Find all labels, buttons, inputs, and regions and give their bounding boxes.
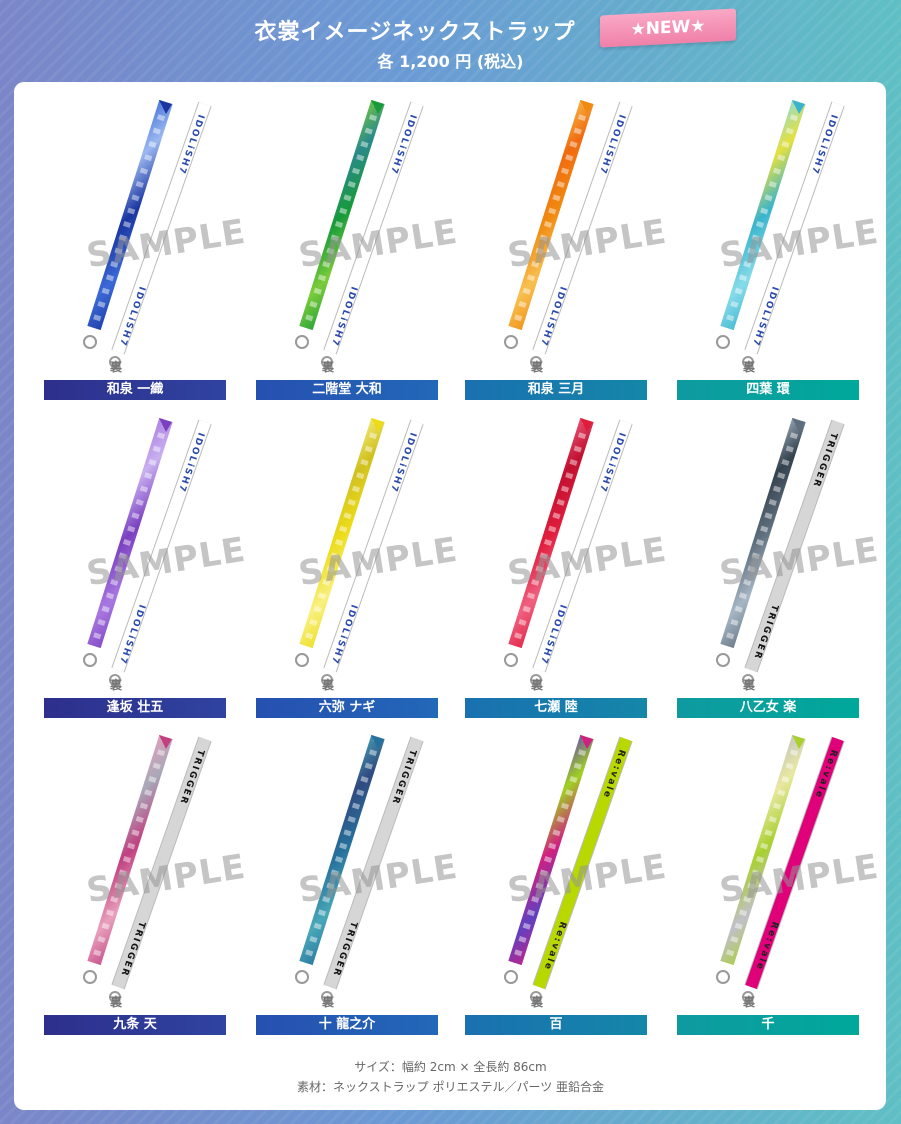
lanyard-image: TRIGGER TRIGGER xyxy=(716,418,845,686)
lanyard-image: TRIGGER TRIGGER xyxy=(295,735,424,1003)
back-side-label: 裏 xyxy=(322,995,335,1009)
lanyard-item: IDOLiSH7 IDOLiSH7 SAMPLE 裏 xyxy=(256,418,461,718)
front-strap xyxy=(87,735,173,966)
clip-hook-icon xyxy=(321,674,333,686)
back-strap-logo-upper: IDOLiSH7 xyxy=(808,113,838,176)
clip-hook-icon xyxy=(83,653,97,667)
back-side-label: 裏 xyxy=(531,995,544,1009)
clip-hook-icon xyxy=(716,970,730,984)
front-strap xyxy=(720,100,806,331)
back-side-label: 裏 xyxy=(531,360,544,374)
back-strap-logo-upper: IDOLiSH7 xyxy=(387,431,417,494)
clip-hook-icon xyxy=(295,653,309,667)
lanyard-image: IDOLiSH7 IDOLiSH7 xyxy=(504,418,633,686)
back-strap-logo-upper: IDOLiSH7 xyxy=(387,113,417,176)
clip-hook-icon xyxy=(109,356,121,368)
back-side-label: 裏 xyxy=(322,360,335,374)
character-name-label: 九条 天 xyxy=(44,1015,226,1035)
lanyard-item: IDOLiSH7 IDOLiSH7 SAMPLE 裏 xyxy=(465,418,670,718)
character-name-label: 四葉 環 xyxy=(677,380,859,400)
back-side-label: 裏 xyxy=(322,678,335,692)
lanyard-image: IDOLiSH7 IDOLiSH7 xyxy=(716,100,845,368)
lanyard-image: IDOLiSH7 IDOLiSH7 xyxy=(83,418,212,686)
front-strap xyxy=(720,418,806,649)
lanyard-item: TRIGGER TRIGGER SAMPLE 裏 xyxy=(44,735,249,1035)
lanyard-item: IDOLiSH7 IDOLiSH7 SAMPLE 裏 xyxy=(44,418,249,718)
lanyard-item: Re:vale Re:vale SAMPLE 裏 xyxy=(677,735,882,1035)
back-strap-logo-upper: IDOLiSH7 xyxy=(175,431,205,494)
front-strap xyxy=(508,735,594,966)
lanyard-image: Re:vale Re:vale xyxy=(716,735,845,1003)
back-strap-logo-upper: IDOLiSH7 xyxy=(175,113,205,176)
clip-hook-icon xyxy=(742,674,754,686)
price-text: 各 1,200 円 (税込) xyxy=(377,52,524,71)
front-strap xyxy=(87,418,173,649)
character-name-label: 百 xyxy=(465,1015,647,1035)
back-side-label: 裏 xyxy=(743,678,756,692)
size-info: サイズ：幅約 2cm × 全長約 86cm xyxy=(354,1060,547,1074)
clip-hook-icon xyxy=(716,335,730,349)
back-side-label: 裏 xyxy=(110,678,123,692)
clip-hook-icon xyxy=(109,674,121,686)
clip-hook-icon xyxy=(321,991,333,1003)
clip-hook-icon xyxy=(83,335,97,349)
material-info: 素材：ネックストラップ ポリエステル／パーツ 亜鉛合金 xyxy=(296,1080,605,1094)
clip-hook-icon xyxy=(530,991,542,1003)
lanyard-item: IDOLiSH7 IDOLiSH7 SAMPLE 裏 xyxy=(465,100,670,400)
character-name-label: 六弥 ナギ xyxy=(256,698,438,718)
front-strap xyxy=(299,100,385,331)
character-name-label: 七瀬 陸 xyxy=(465,698,647,718)
clip-hook-icon xyxy=(530,674,542,686)
back-strap-logo-upper: IDOLiSH7 xyxy=(596,113,626,176)
clip-hook-icon xyxy=(321,356,333,368)
front-strap xyxy=(508,418,594,649)
clip-hook-icon xyxy=(716,653,730,667)
clip-hook-icon xyxy=(742,356,754,368)
clip-hook-icon xyxy=(742,991,754,1003)
front-strap xyxy=(299,418,385,649)
character-name-label: 逢坂 壮五 xyxy=(44,698,226,718)
front-strap xyxy=(299,735,385,966)
back-strap-logo-upper: IDOLiSH7 xyxy=(596,431,626,494)
lanyard-image: IDOLiSH7 IDOLiSH7 xyxy=(295,418,424,686)
lanyard-item: TRIGGER TRIGGER SAMPLE 裏 xyxy=(256,735,461,1035)
character-name-label: 二階堂 大和 xyxy=(256,380,438,400)
lanyard-item: IDOLiSH7 IDOLiSH7 SAMPLE 裏 xyxy=(677,100,882,400)
front-strap xyxy=(508,100,594,331)
clip-hook-icon xyxy=(83,970,97,984)
back-side-label: 裏 xyxy=(743,360,756,374)
back-side-label: 裏 xyxy=(743,995,756,1009)
clip-hook-icon xyxy=(530,356,542,368)
character-name-label: 十 龍之介 xyxy=(256,1015,438,1035)
front-strap xyxy=(87,100,173,331)
clip-hook-icon xyxy=(109,991,121,1003)
character-name-label: 千 xyxy=(677,1015,859,1035)
lanyard-item: IDOLiSH7 IDOLiSH7 SAMPLE 裏 xyxy=(44,100,249,400)
back-side-label: 裏 xyxy=(531,678,544,692)
character-name-label: 八乙女 楽 xyxy=(677,698,859,718)
front-strap xyxy=(720,735,806,966)
lanyard-image: IDOLiSH7 IDOLiSH7 xyxy=(504,100,633,368)
lanyard-image: TRIGGER TRIGGER xyxy=(83,735,212,1003)
character-name-label: 和泉 一織 xyxy=(44,380,226,400)
clip-hook-icon xyxy=(295,335,309,349)
clip-hook-icon xyxy=(504,653,518,667)
lanyard-image: IDOLiSH7 IDOLiSH7 xyxy=(295,100,424,368)
lanyard-item: IDOLiSH7 IDOLiSH7 SAMPLE 裏 xyxy=(256,100,461,400)
clip-hook-icon xyxy=(504,335,518,349)
lanyard-image: Re:vale Re:vale xyxy=(504,735,633,1003)
lanyard-item: TRIGGER TRIGGER SAMPLE 裏 xyxy=(677,418,882,718)
character-name-label: 和泉 三月 xyxy=(465,380,647,400)
clip-hook-icon xyxy=(295,970,309,984)
page-title: 衣裳イメージネックストラップ xyxy=(254,20,576,45)
lanyard-image: IDOLiSH7 IDOLiSH7 xyxy=(83,100,212,368)
back-side-label: 裏 xyxy=(110,360,123,374)
clip-hook-icon xyxy=(504,970,518,984)
back-side-label: 裏 xyxy=(110,995,123,1009)
lanyard-item: Re:vale Re:vale SAMPLE 裏 xyxy=(465,735,670,1035)
